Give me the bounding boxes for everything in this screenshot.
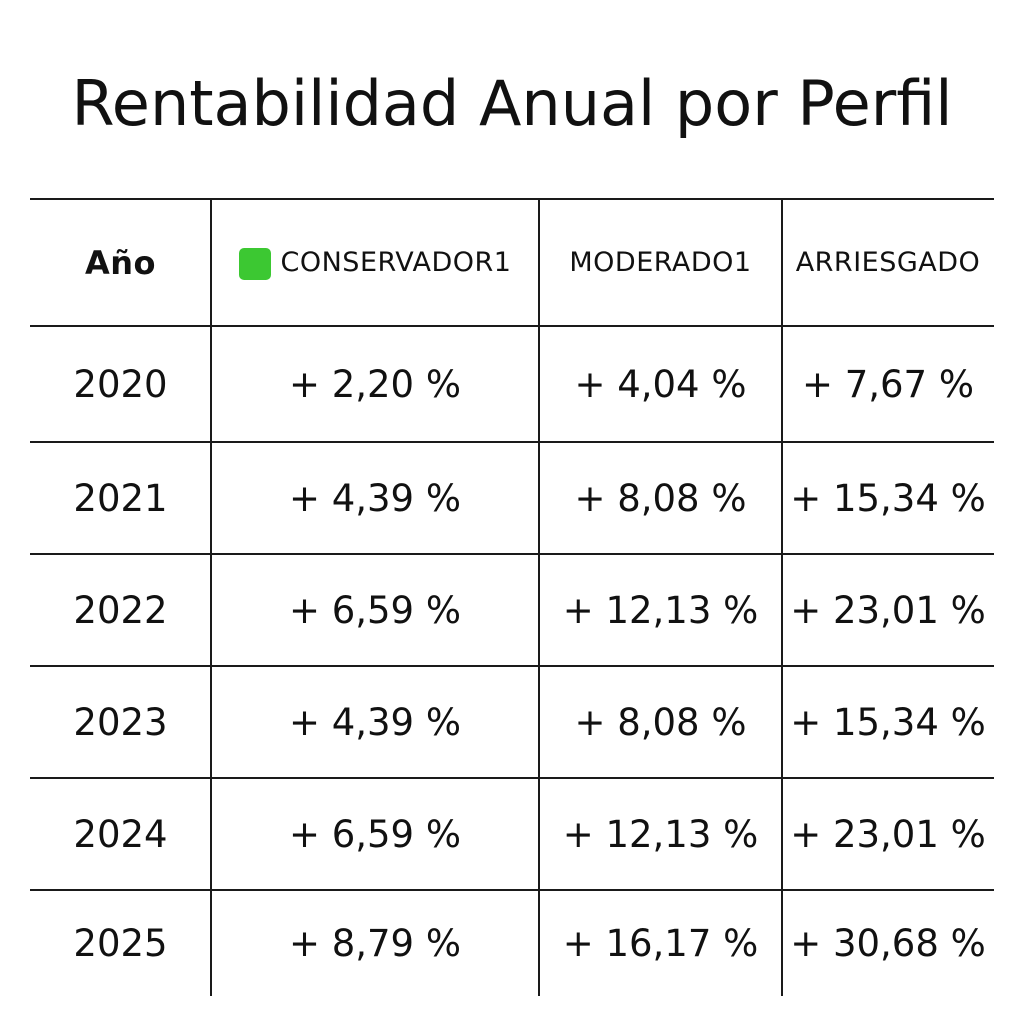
grid-vline <box>538 199 540 996</box>
column-header-label: ARRIESGADO <box>795 247 981 278</box>
column-header: CONSERVADOR1 <box>211 199 539 326</box>
value-cell: + 2,20 % <box>288 362 462 406</box>
column-header: MODERADO1 <box>539 199 782 326</box>
year-cell: 2024 <box>73 812 168 856</box>
year-cell: 2022 <box>73 588 168 632</box>
year-cell: 2021 <box>73 476 168 520</box>
grid-hline <box>30 325 994 327</box>
grid-vline <box>781 199 783 996</box>
value-cell: + 8,08 % <box>574 700 747 744</box>
grid-hline <box>30 889 994 891</box>
grid-hline <box>30 665 994 667</box>
value-cell: + 23,01 % <box>790 812 986 856</box>
value-cell: + 8,79 % <box>288 921 462 965</box>
value-cell: + 23,01 % <box>790 588 986 632</box>
year-cell: 2023 <box>73 700 168 744</box>
value-cell: + 15,34 % <box>790 476 986 520</box>
value-cell: + 6,59 % <box>288 812 462 856</box>
year-cell: 2025 <box>73 921 168 965</box>
column-header-label: MODERADO1 <box>569 247 752 278</box>
value-cell: + 4,39 % <box>288 700 462 744</box>
value-cell: + 4,04 % <box>574 362 747 406</box>
column-header-label: CONSERVADOR1 <box>280 247 512 278</box>
value-cell: + 15,34 % <box>790 700 986 744</box>
value-cell: + 12,13 % <box>562 812 759 856</box>
value-cell: + 7,67 % <box>801 362 975 406</box>
value-cell: + 8,08 % <box>574 476 747 520</box>
value-cell: + 6,59 % <box>288 588 462 632</box>
column-header: ARRIESGADO <box>782 199 994 326</box>
grid-vline <box>210 199 212 996</box>
chart-title: Rentabilidad Anual por Perfil <box>71 67 953 140</box>
value-cell: + 16,17 % <box>562 921 759 965</box>
year-cell: 2020 <box>73 362 168 406</box>
column-header-label: Año <box>84 243 157 282</box>
grid-hline <box>30 198 994 200</box>
grid-hline <box>30 441 994 443</box>
value-cell: + 12,13 % <box>562 588 759 632</box>
value-cell: + 30,68 % <box>790 921 986 965</box>
green-square-icon <box>238 247 271 280</box>
column-header: Año <box>30 199 211 326</box>
grid-hline <box>30 553 994 555</box>
grid-hline <box>30 777 994 779</box>
value-cell: + 4,39 % <box>288 476 462 520</box>
